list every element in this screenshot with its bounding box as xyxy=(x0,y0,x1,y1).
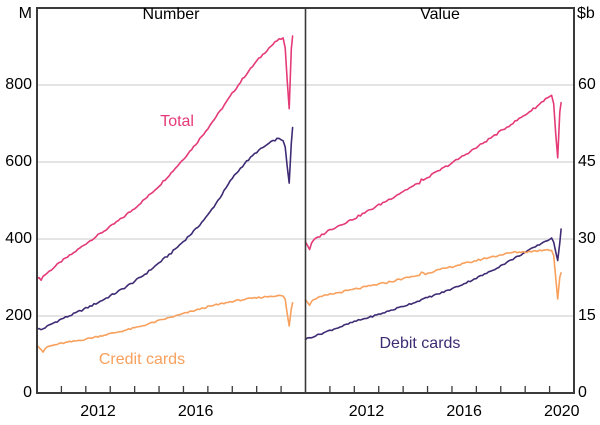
x-axis-label: 2012 xyxy=(80,403,116,420)
series-line-total-value xyxy=(304,94,562,251)
y-axis-unit-left: M xyxy=(18,5,32,22)
y-axis-label-left: 200 xyxy=(5,307,32,324)
y-axis-unit-right: $b xyxy=(577,5,595,22)
series-line-debit-value xyxy=(304,228,562,341)
panel-title-value: Value xyxy=(420,6,460,23)
y-axis-label-right: 45 xyxy=(578,153,596,170)
series-line-credit-value xyxy=(304,248,562,307)
series-label-debit-cards: Debit cards xyxy=(379,335,461,353)
series-line-total-number xyxy=(36,35,294,282)
y-axis-label-left: 400 xyxy=(5,230,32,247)
x-axis-label: 2016 xyxy=(177,403,214,420)
y-axis-label-right: 15 xyxy=(578,307,596,324)
y-axis-label-left: 800 xyxy=(5,76,32,93)
x-axis-label: 2016 xyxy=(446,403,482,420)
y-axis-label-right: 60 xyxy=(578,76,596,93)
y-axis-label-right: 30 xyxy=(578,230,596,247)
series-label-total: Total xyxy=(160,112,194,130)
x-axis-label: 2020 xyxy=(543,403,580,420)
panel-title-number: Number xyxy=(142,6,200,23)
series-line-credit-number xyxy=(36,294,294,353)
y-axis-label-right: 0 xyxy=(578,384,587,401)
y-axis-label-left: 600 xyxy=(5,153,32,170)
series-label-credit-cards: Credit cards xyxy=(98,350,186,368)
x-axis-label: 2012 xyxy=(348,403,385,420)
y-axis-label-left: 0 xyxy=(23,384,32,401)
series-line-debit-number xyxy=(36,126,294,331)
